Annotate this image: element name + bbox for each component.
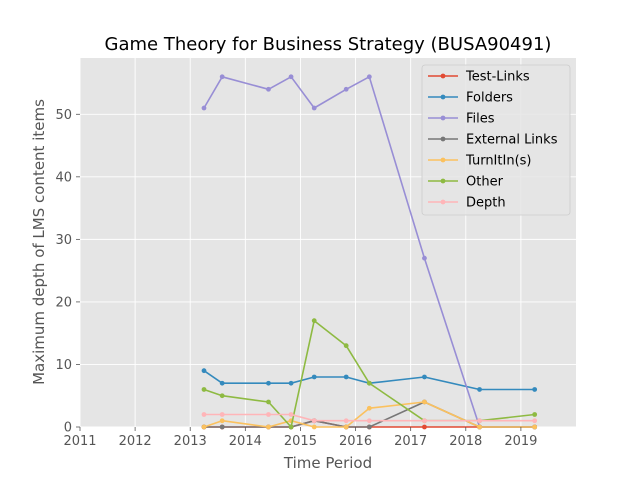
y-tick-label: 30 (55, 233, 72, 248)
data-point-folders (266, 380, 271, 386)
chart-title: Game Theory for Business Strategy (BUSA9… (105, 34, 552, 55)
data-point-turnitin-s (343, 424, 349, 430)
data-point-files (311, 105, 317, 111)
data-point-external-links (219, 424, 225, 430)
legend-item-other: Other (428, 175, 504, 190)
x-tick-label: 2018 (449, 434, 482, 449)
data-point-depth (532, 418, 538, 424)
data-point-other (266, 399, 271, 405)
series-depth (201, 412, 538, 424)
x-tick-label: 2016 (339, 434, 372, 449)
series-line-depth (204, 413, 535, 422)
data-point-files (288, 74, 294, 80)
data-point-test-links (422, 424, 427, 430)
legend-label: Depth (466, 196, 506, 211)
legend-item-turnitin-s: TurnItIn(s) (428, 154, 531, 169)
data-point-depth (266, 412, 271, 417)
data-point-other (219, 393, 225, 399)
x-tick-label: 2014 (229, 434, 262, 449)
x-axis-label: Time Period (283, 454, 372, 472)
legend-item-folders: Folders (428, 91, 513, 106)
y-tick-label: 10 (55, 358, 72, 373)
legend-marker (440, 136, 446, 142)
data-point-other (311, 318, 317, 324)
y-axis-label: Maximum depth of LMS content items (30, 99, 48, 385)
data-point-other (288, 424, 294, 430)
data-point-other (366, 380, 372, 386)
legend-label: Other (466, 175, 504, 190)
data-point-depth (477, 418, 482, 424)
x-tick-label: 2012 (119, 434, 152, 449)
legend-marker (440, 178, 446, 184)
x-tick-label: 2019 (504, 434, 537, 449)
data-point-depth (201, 412, 207, 417)
data-point-turnitin-s (201, 424, 207, 430)
legend-marker (440, 94, 446, 100)
legend-item-depth: Depth (428, 196, 506, 211)
y-tick-label: 50 (55, 108, 72, 123)
y-tick-label: 0 (64, 421, 72, 436)
data-point-files (366, 74, 372, 80)
legend-label: Test-Links (465, 70, 530, 85)
series-turnitin-s (201, 399, 538, 430)
data-point-files (422, 255, 427, 261)
y-tick-label: 20 (55, 295, 72, 310)
legend-items: Test-Links Folders Files External Links Turn… (428, 70, 558, 211)
data-point-folders (477, 387, 482, 392)
legend-label: Folders (466, 91, 513, 106)
legend-marker (440, 157, 446, 163)
data-point-turnitin-s (422, 399, 427, 405)
data-point-files (266, 86, 271, 92)
data-point-folders (288, 380, 294, 386)
data-point-depth (366, 418, 372, 424)
data-point-depth (422, 418, 427, 424)
data-point-folders (201, 368, 207, 374)
data-point-external-links (366, 424, 372, 430)
legend-box (421, 64, 571, 216)
y-tick-label: 40 (55, 170, 72, 185)
x-tick-label: 2013 (174, 434, 207, 449)
data-point-folders (343, 374, 349, 380)
data-point-files (201, 105, 207, 111)
legend-marker (440, 73, 446, 79)
data-point-folders (532, 387, 538, 392)
x-tick-label: 2017 (394, 434, 427, 449)
data-point-turnitin-s (219, 418, 225, 424)
legend-item-files: Files (428, 112, 495, 127)
data-point-turnitin-s (266, 424, 271, 430)
legend-label: Files (466, 112, 495, 127)
series-line-folders (203, 370, 535, 391)
legend-item-external-links: External Links (428, 133, 558, 148)
data-point-depth (311, 418, 317, 424)
data-point-folders (219, 380, 225, 386)
data-point-depth (288, 412, 294, 417)
x-tick-label: 2011 (63, 434, 96, 449)
data-point-other (201, 387, 207, 392)
legend-label: TurnItIn(s) (465, 154, 531, 169)
legend-item-test-links: Test-Links (428, 70, 530, 85)
data-point-other (532, 412, 538, 417)
x-tick-label: 2015 (284, 434, 317, 449)
series-line-turnitin-s (203, 401, 535, 428)
y-axis-ticks: 0 10 20 30 40 50 (55, 108, 80, 436)
data-point-files (343, 86, 349, 92)
data-point-turnitin-s (311, 424, 317, 430)
legend-label: External Links (466, 133, 558, 148)
data-point-depth (219, 412, 225, 417)
data-point-turnitin-s (532, 424, 538, 430)
data-point-turnitin-s (366, 405, 372, 411)
series-line-files (203, 76, 535, 428)
legend: Test-Links Folders Files External Links Turn… (421, 64, 571, 216)
data-point-folders (422, 374, 427, 380)
legend-marker (440, 199, 446, 205)
data-point-folders (311, 374, 317, 380)
data-point-files (219, 74, 225, 80)
data-point-turnitin-s (477, 424, 482, 430)
x-axis-ticks: 2011 2012 2013 2014 2015 2016 2017 2018 2019 (63, 427, 537, 449)
legend-marker (440, 115, 446, 121)
data-point-other (343, 343, 349, 349)
data-point-depth (343, 418, 349, 424)
